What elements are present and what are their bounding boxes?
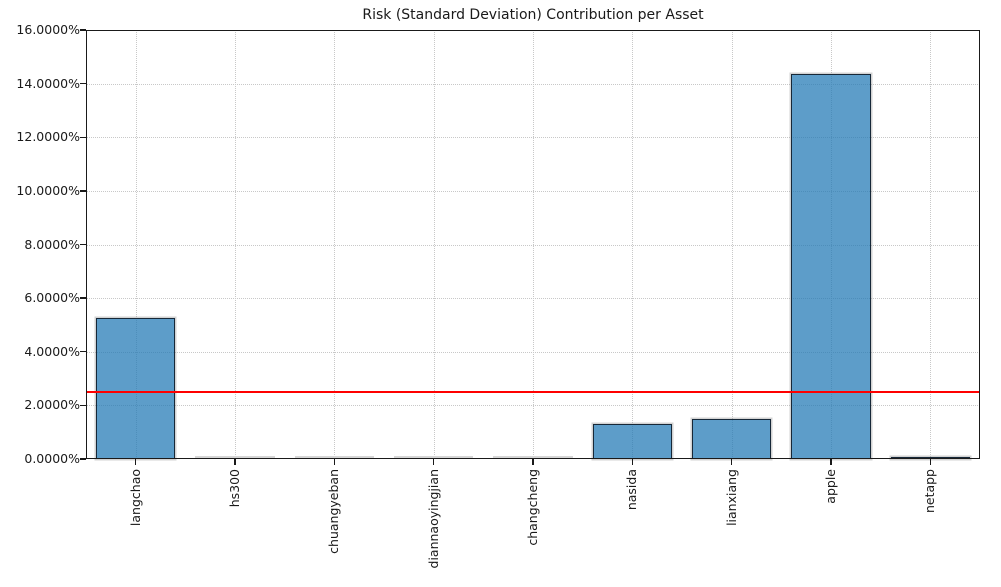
y-tick-mark xyxy=(80,136,86,138)
y-tick-label: 6.0000% xyxy=(24,290,80,306)
bar-langchao xyxy=(95,317,176,459)
x-tick-label-diannaoyingjian: diannaoyingjian xyxy=(425,469,441,569)
x-tick-mark xyxy=(731,459,733,465)
v-gridline xyxy=(334,30,336,459)
y-tick-label: 8.0000% xyxy=(24,236,80,252)
y-tick-label: 0.0000% xyxy=(24,451,80,466)
bar-changcheng xyxy=(493,456,573,458)
y-tick-mark xyxy=(80,404,86,407)
x-tick-mark xyxy=(929,459,931,465)
x-tick-mark xyxy=(433,459,435,465)
v-gridline xyxy=(930,30,932,459)
v-gridline xyxy=(235,30,236,459)
chart-title: Risk (Standard Deviation) Contribution p… xyxy=(362,7,704,23)
x-tick-label-lianxiang: lianxiang xyxy=(723,469,739,526)
x-tick-label-nasida: nasida xyxy=(624,469,640,511)
reference-line xyxy=(86,390,980,393)
y-tick-label: 14.0000% xyxy=(16,75,80,91)
x-tick-label-chuangyeban: chuangyeban xyxy=(326,469,342,554)
y-tick-mark xyxy=(80,297,86,299)
x-tick-mark xyxy=(631,459,633,465)
x-tick-label-changcheng: changcheng xyxy=(525,469,540,546)
x-tick-mark xyxy=(830,459,832,465)
y-tick-label: 16.0000% xyxy=(16,22,80,37)
x-tick-label-hs300: hs300 xyxy=(227,469,242,508)
bar-chuangyeban xyxy=(294,456,375,458)
bar-lianxiang xyxy=(691,419,772,459)
bar-apple xyxy=(791,73,871,459)
x-tick-label-netapp: netapp xyxy=(922,469,938,514)
bar-hs300 xyxy=(195,456,275,458)
y-tick-label: 2.0000% xyxy=(24,397,80,413)
v-gridline xyxy=(731,30,733,459)
y-tick-label: 4.0000% xyxy=(24,343,80,359)
bar-nasida xyxy=(592,424,673,459)
x-tick-mark xyxy=(333,459,335,465)
v-gridline xyxy=(433,30,435,459)
bar-diannaoyingjian xyxy=(393,456,474,458)
y-tick-label: 10.0000% xyxy=(16,182,80,198)
x-tick-mark xyxy=(532,459,534,465)
y-tick-label: 12.0000% xyxy=(16,129,80,145)
plot-area xyxy=(86,30,980,459)
x-tick-mark xyxy=(234,459,236,465)
v-gridline xyxy=(135,30,137,459)
y-tick-mark xyxy=(80,458,86,460)
y-tick-mark xyxy=(80,29,86,31)
v-gridline xyxy=(533,30,534,459)
x-tick-mark xyxy=(135,459,137,465)
y-tick-mark xyxy=(80,82,86,85)
x-tick-label-langchao: langchao xyxy=(127,469,143,527)
y-tick-mark xyxy=(80,190,86,192)
y-tick-mark xyxy=(80,243,86,246)
x-tick-label-apple: apple xyxy=(823,469,838,504)
v-gridline xyxy=(632,30,634,459)
y-tick-mark xyxy=(80,351,86,353)
